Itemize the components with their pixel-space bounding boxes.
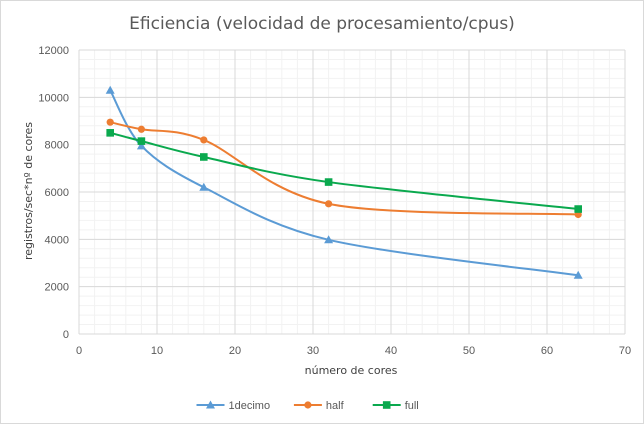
- x-tick-label: 40: [385, 345, 397, 357]
- data-point-half: [106, 118, 114, 126]
- legend-item-1decimo: 1decimo: [196, 400, 271, 412]
- x-tick-label: 0: [76, 345, 82, 357]
- legend-label-full: full: [405, 400, 419, 412]
- data-point-1decimo: [199, 182, 209, 191]
- y-tick-label: 10000: [38, 92, 69, 104]
- legend-label-half: half: [326, 400, 345, 412]
- x-tick-label: 50: [463, 345, 475, 357]
- legend-label-1decimo: 1decimo: [229, 400, 271, 412]
- series-half: [106, 118, 582, 219]
- chart-title: Eficiencia (velocidad de procesamiento/c…: [129, 14, 515, 34]
- y-tick-label: 6000: [45, 187, 69, 199]
- y-tick-label: 2000: [45, 282, 69, 294]
- data-point-half: [325, 200, 333, 208]
- legend-marker-1decimo: [206, 400, 215, 409]
- data-point-half: [137, 125, 145, 133]
- data-point-full: [137, 137, 146, 145]
- y-axis-label: registros/sec*nº de cores: [22, 122, 35, 260]
- x-tick-label: 70: [619, 345, 631, 357]
- y-tick-label: 4000: [45, 234, 69, 246]
- legend-marker-half: [304, 401, 312, 409]
- data-point-1decimo: [136, 141, 146, 150]
- x-tick-label: 30: [307, 345, 319, 357]
- series-full: [106, 129, 582, 213]
- data-point-half: [200, 136, 208, 144]
- x-tick-label: 60: [541, 345, 553, 357]
- legend: 1decimo half full: [196, 400, 419, 412]
- x-axis-label: número de cores: [305, 364, 398, 377]
- legend-item-full: full: [372, 400, 419, 412]
- y-tick-label: 8000: [45, 140, 69, 152]
- data-point-1decimo: [573, 270, 583, 279]
- data-point-full: [324, 178, 333, 186]
- legend-item-half: half: [293, 400, 345, 412]
- data-point-full: [200, 153, 208, 161]
- series: [105, 85, 583, 279]
- data-point-full: [574, 205, 582, 213]
- x-tick-label: 20: [229, 345, 241, 357]
- grid: [78, 49, 626, 335]
- data-point-1decimo: [324, 235, 334, 244]
- legend-marker-full: [382, 401, 391, 409]
- data-point-full: [106, 129, 114, 137]
- y-tick-label: 12000: [38, 45, 69, 57]
- y-tick-label: 0: [63, 329, 69, 341]
- data-point-1decimo: [105, 85, 115, 94]
- tick-labels: 0 10 20 30 40 50 60 70 0 2000 4000 6000 8000 10000 120…: [38, 45, 631, 357]
- x-tick-label: 10: [151, 345, 163, 357]
